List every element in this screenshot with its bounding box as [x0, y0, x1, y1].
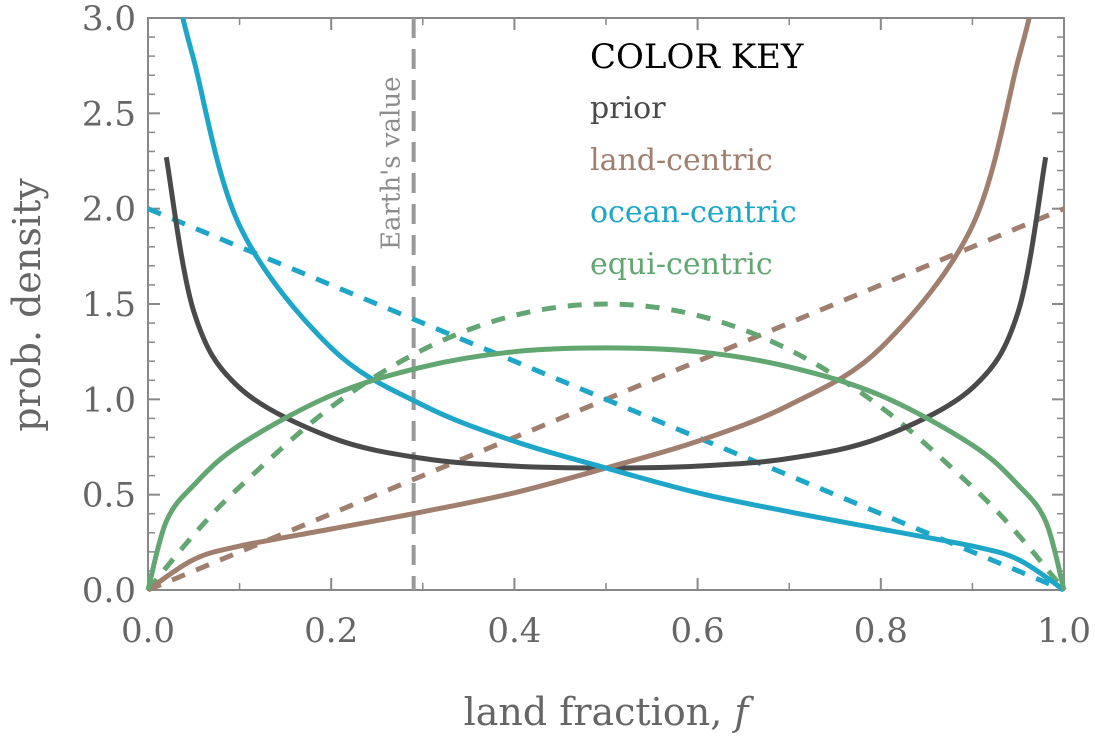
y-tick-label: 1.0 [82, 380, 136, 420]
y-tick-label: 1.5 [82, 285, 136, 325]
y-tick-label: 2.0 [82, 190, 136, 230]
series-line-equi-centric-solid [145, 345, 1067, 591]
series-line-ocean-centric-dashed [147, 206, 1065, 593]
x-axis-title-text: land fraction, [464, 690, 735, 734]
legend: COLOR KEY prior land-centric ocean-centric… [590, 37, 804, 282]
y-tick-label: 0.0 [82, 571, 136, 611]
x-tick-label: 0.8 [854, 611, 908, 651]
series-layer [145, 17, 1067, 593]
series-line-land-centric-solid [146, 17, 1032, 593]
legend-entry-prior: prior [590, 91, 666, 126]
x-tick-label: 0.6 [671, 611, 725, 651]
y-tick-label: 2.5 [82, 94, 136, 134]
x-axis-title: land fraction, f [464, 690, 755, 734]
x-tick-label: 0.2 [304, 611, 358, 651]
x-tick-label: 0.0 [121, 611, 175, 651]
x-tick-label: 1.0 [1037, 611, 1091, 651]
series-line-ocean-centric-solid [180, 17, 1066, 593]
y-axis-title: prob. density [5, 178, 49, 432]
x-tick-label: 0.4 [487, 611, 541, 651]
legend-title: COLOR KEY [590, 37, 804, 77]
y-tick-label: 0.5 [82, 476, 136, 516]
legend-entry-land-centric: land-centric [590, 143, 773, 178]
y-tick-label: 3.0 [82, 0, 136, 39]
legend-entries: prior land-centric ocean-centric equi-centr… [590, 91, 797, 282]
legend-entry-ocean-centric: ocean-centric [590, 195, 797, 230]
legend-entry-equi-centric: equi-centric [590, 247, 773, 282]
series-line-equi-centric-dashed [146, 301, 1066, 592]
earth-value-label: Earth's value [377, 77, 407, 251]
axis-tick-labels: 0.0 0.2 0.4 0.6 0.8 1.0 0.0 0.5 1.0 1.5 2.0 2.5 3.0 [82, 0, 1091, 651]
x-axis-title-variable: f [731, 690, 754, 734]
